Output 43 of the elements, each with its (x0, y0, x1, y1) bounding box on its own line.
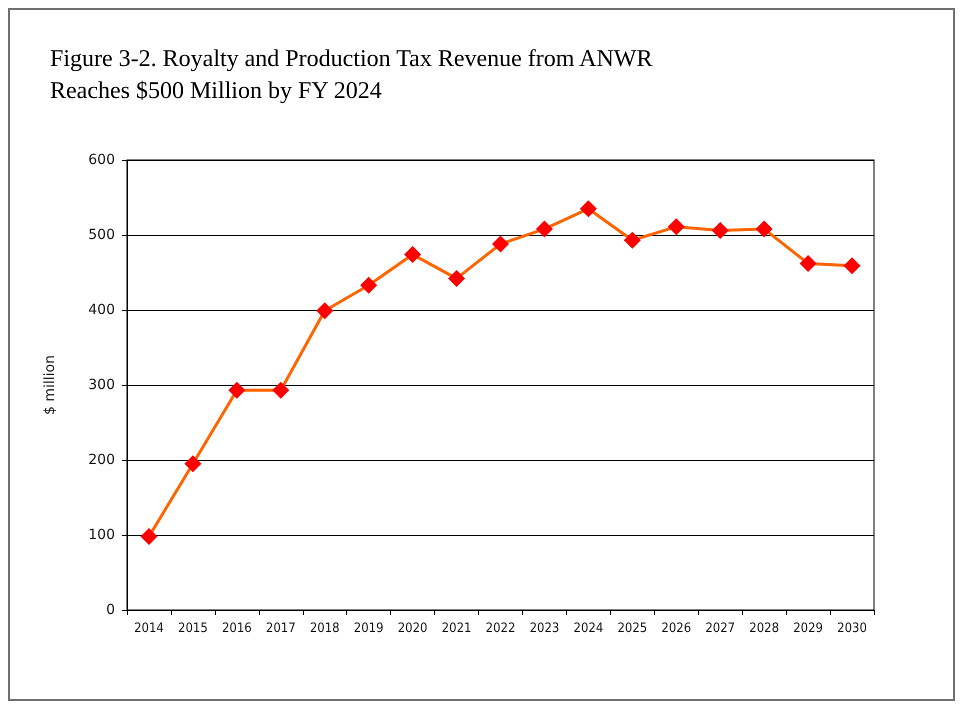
point (756, 220, 773, 238)
x-tick-label: 2015 (178, 621, 208, 636)
y-tick-label: 500 (88, 227, 115, 243)
chart-title: Figure 3-2. Royalty and Production Tax Revenue from ANWR Reaches $500 Million by FY 2024 (50, 46, 658, 104)
point (580, 200, 597, 218)
y-tick-label: 200 (88, 452, 115, 468)
x-tick-label: 2023 (530, 621, 560, 636)
point (140, 528, 158, 545)
point (228, 382, 246, 399)
point (492, 236, 509, 252)
y-tick-label: 400 (88, 302, 115, 318)
x-tick-label: 2018 (310, 621, 340, 636)
y-tick-label: 0 (106, 602, 115, 618)
point (536, 220, 553, 238)
point (316, 302, 334, 320)
x-tick-label: 2026 (661, 621, 692, 636)
point (800, 255, 817, 272)
x-tick-label: 2029 (793, 621, 823, 636)
y-tick-label: 600 (88, 152, 115, 168)
x-tick-label: 2014 (134, 621, 164, 636)
x-tick-label: 2021 (442, 621, 472, 636)
x-tick-label: 2020 (398, 621, 428, 636)
x-tick-label: 2024 (574, 621, 604, 636)
x-tick-label: 2017 (266, 621, 296, 636)
point (844, 257, 861, 274)
x-tick-label: 2025 (617, 621, 648, 636)
y-axis-title: $ million (42, 355, 58, 415)
point (184, 455, 202, 472)
x-tick-label: 2022 (486, 621, 516, 636)
point (668, 218, 685, 236)
point (404, 246, 422, 263)
x-tick-label: 2027 (705, 621, 736, 636)
point (272, 382, 290, 399)
point (448, 270, 466, 287)
y-tick-label: 100 (88, 527, 115, 543)
point (624, 232, 641, 249)
x-tick-label: 2028 (749, 621, 780, 636)
x-tick-label: 2030 (837, 621, 867, 636)
point (360, 276, 378, 294)
x-tick-label: 2016 (222, 621, 252, 636)
x-tick-label: 2019 (354, 621, 384, 636)
point (712, 222, 729, 239)
y-tick-label: 300 (88, 377, 115, 393)
